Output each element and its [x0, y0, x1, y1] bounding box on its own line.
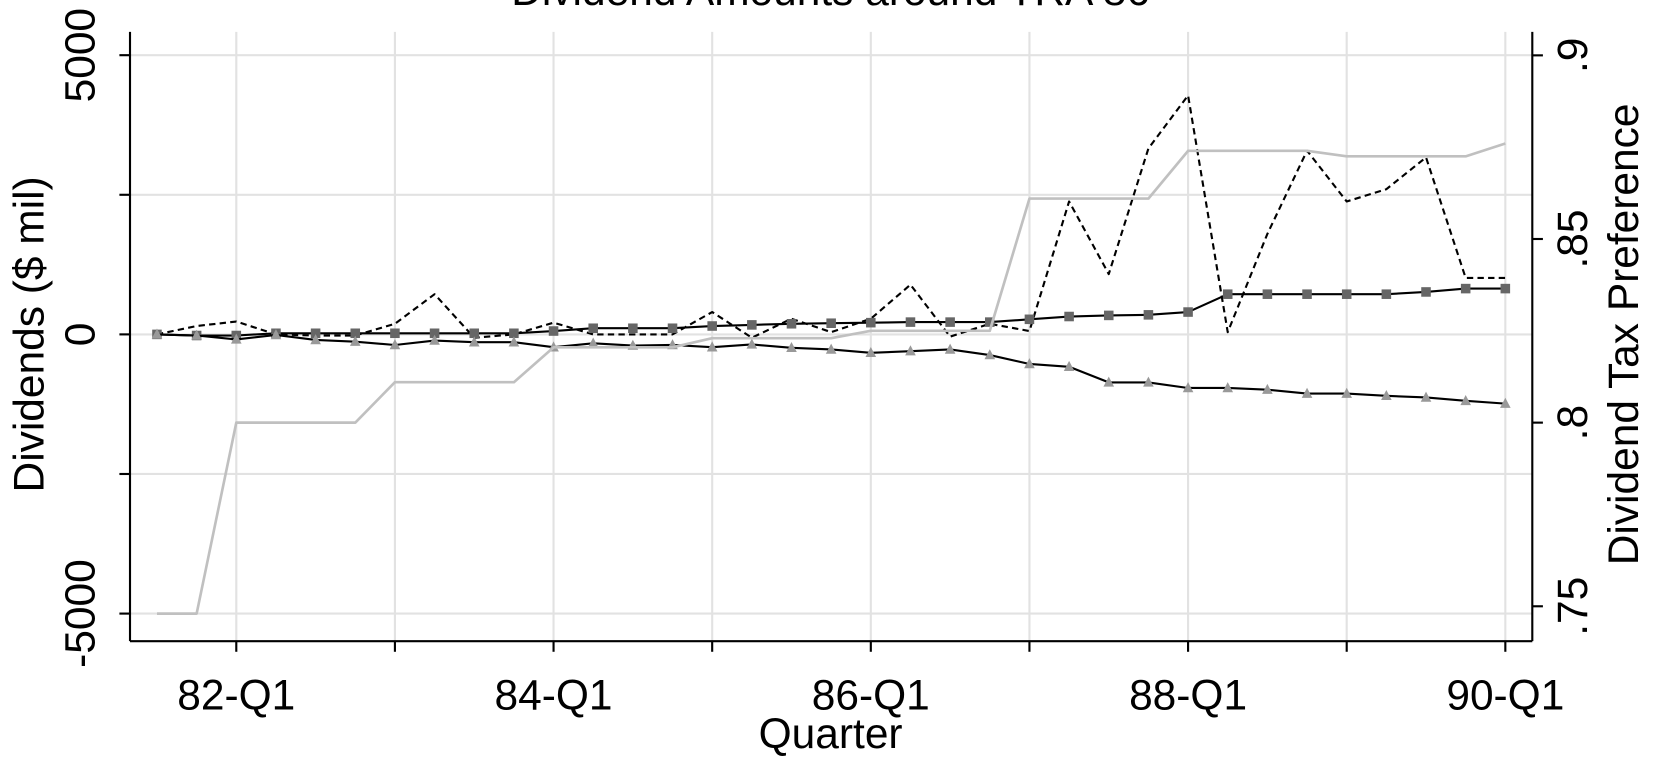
- x-tick-label: 82-Q1: [177, 672, 295, 719]
- y-tick-label: -5000: [57, 559, 104, 668]
- marker: [1420, 391, 1432, 402]
- marker: [1182, 382, 1194, 393]
- y-tick-label: 0: [57, 323, 104, 347]
- marker: [349, 335, 361, 346]
- marker: [1063, 360, 1075, 372]
- marker: [1262, 383, 1273, 394]
- series-line: [156, 94, 1506, 339]
- marker: [1341, 289, 1352, 299]
- marker: [151, 328, 163, 339]
- marker: [985, 317, 995, 327]
- marker: [587, 337, 599, 348]
- marker: [1103, 310, 1114, 321]
- marker: [1143, 310, 1154, 320]
- x-tick-label: 86-Q1: [812, 672, 930, 719]
- marker: [1222, 289, 1233, 299]
- marker: [1381, 389, 1392, 401]
- marker: [270, 329, 282, 340]
- marker: [1500, 397, 1511, 408]
- y-tick-label: 5000: [57, 8, 104, 102]
- marker: [191, 329, 202, 340]
- marker: [706, 341, 718, 352]
- y-axis-label: Dividends ($ mil): [6, 176, 53, 492]
- x-tick-label: 90-Q1: [1446, 672, 1564, 719]
- marker: [1143, 376, 1154, 387]
- marker: [468, 336, 480, 347]
- marker: [1222, 382, 1234, 393]
- marker: [1341, 387, 1353, 398]
- marker: [509, 328, 519, 339]
- marker: [865, 346, 877, 358]
- marker: [905, 345, 916, 356]
- marker: [389, 339, 401, 350]
- marker: [945, 317, 955, 327]
- marker: [905, 317, 916, 327]
- marker: [1381, 289, 1392, 299]
- y2-tick-label: .9: [1549, 38, 1596, 73]
- chart-title: Dividend Amounts around TRA 86: [511, 0, 1150, 14]
- marker: [747, 320, 757, 330]
- marker: [588, 323, 598, 334]
- x-tick-label: 84-Q1: [495, 672, 613, 719]
- marker: [667, 323, 678, 334]
- y2-tick-label: .85: [1549, 209, 1596, 268]
- marker: [310, 334, 321, 345]
- marker: [1302, 289, 1312, 299]
- y2-axis-label: Dividend Tax Preference: [1600, 104, 1647, 566]
- marker: [310, 328, 321, 339]
- marker: [1103, 376, 1115, 387]
- x-tick-label: 88-Q1: [1129, 672, 1247, 719]
- marker: [786, 341, 797, 353]
- y2-tick-label: .75: [1549, 577, 1596, 636]
- marker: [350, 328, 361, 339]
- marker: [1024, 358, 1035, 369]
- marker: [825, 343, 837, 354]
- y2-tick-label: .8: [1549, 405, 1596, 440]
- marker: [429, 334, 440, 345]
- marker: [508, 336, 520, 347]
- marker: [944, 343, 956, 354]
- marker: [1301, 387, 1313, 398]
- marker: [1064, 311, 1074, 322]
- marker: [1421, 287, 1431, 297]
- marker: [786, 318, 797, 329]
- marker: [707, 321, 717, 331]
- marker: [548, 326, 559, 336]
- marker: [429, 328, 440, 339]
- marker: [1500, 283, 1511, 294]
- series-line: [156, 142, 1506, 615]
- marker: [230, 333, 242, 344]
- marker: [1024, 314, 1035, 325]
- marker: [984, 349, 996, 360]
- marker: [866, 317, 876, 328]
- marker: [628, 323, 638, 334]
- marker: [1460, 394, 1471, 406]
- marker: [469, 328, 480, 339]
- marker: [390, 328, 400, 339]
- marker: [1183, 307, 1193, 317]
- x-axis-label: Quarter: [759, 710, 903, 757]
- marker: [1262, 289, 1273, 299]
- marker: [826, 318, 836, 328]
- marker: [1460, 283, 1471, 294]
- marker: [746, 338, 758, 349]
